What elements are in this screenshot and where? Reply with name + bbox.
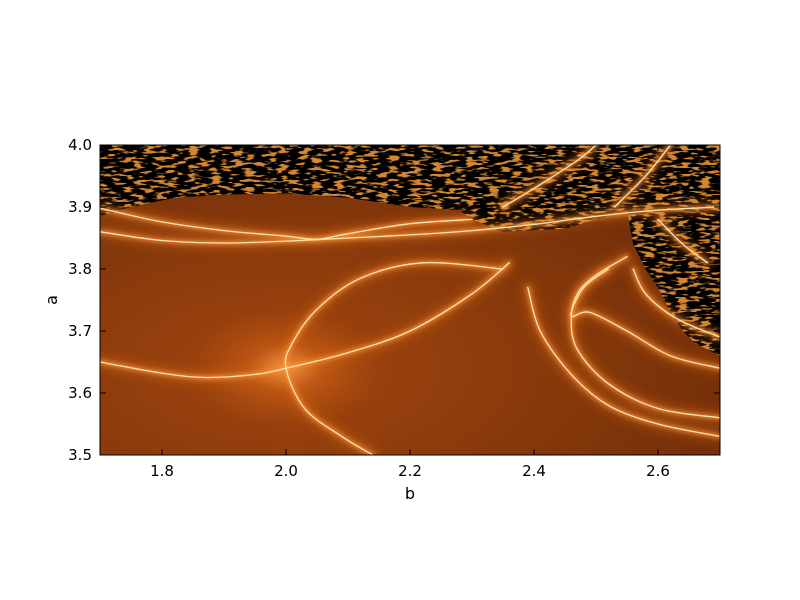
y-tick-label: 3.5 bbox=[68, 446, 92, 464]
x-tick-label: 1.8 bbox=[150, 462, 174, 480]
curve-6 bbox=[570, 255, 720, 419]
curve-4 bbox=[502, 145, 597, 208]
x-tick-label: 2.6 bbox=[646, 462, 670, 480]
curve-10 bbox=[527, 286, 720, 438]
curve-5 bbox=[613, 145, 672, 208]
y-axis: 3.5 3.6 3.7 3.8 3.9 4.0 bbox=[68, 136, 720, 464]
curve-9 bbox=[657, 218, 709, 264]
y-tick-label: 4.0 bbox=[68, 136, 92, 154]
y-tick-label: 3.8 bbox=[68, 260, 92, 278]
curve-3 bbox=[100, 207, 473, 240]
plot-area bbox=[100, 145, 720, 455]
curve-2 bbox=[100, 206, 720, 244]
curve-1 bbox=[284, 261, 504, 455]
y-tick-label: 3.6 bbox=[68, 384, 92, 402]
x-tick-label: 2.4 bbox=[522, 462, 546, 480]
x-axis-label: b bbox=[405, 484, 415, 503]
x-tick-label: 2.2 bbox=[398, 462, 422, 480]
curve-7 bbox=[570, 268, 720, 369]
y-axis-label: a bbox=[42, 295, 61, 305]
x-axis: 1.8 2.0 2.2 2.4 2.6 bbox=[150, 145, 670, 480]
y-tick-label: 3.7 bbox=[68, 322, 92, 340]
curve-8 bbox=[632, 268, 720, 338]
y-tick-label: 3.9 bbox=[68, 198, 92, 216]
curve-core-layer bbox=[100, 145, 720, 455]
x-tick-label: 2.0 bbox=[274, 462, 298, 480]
